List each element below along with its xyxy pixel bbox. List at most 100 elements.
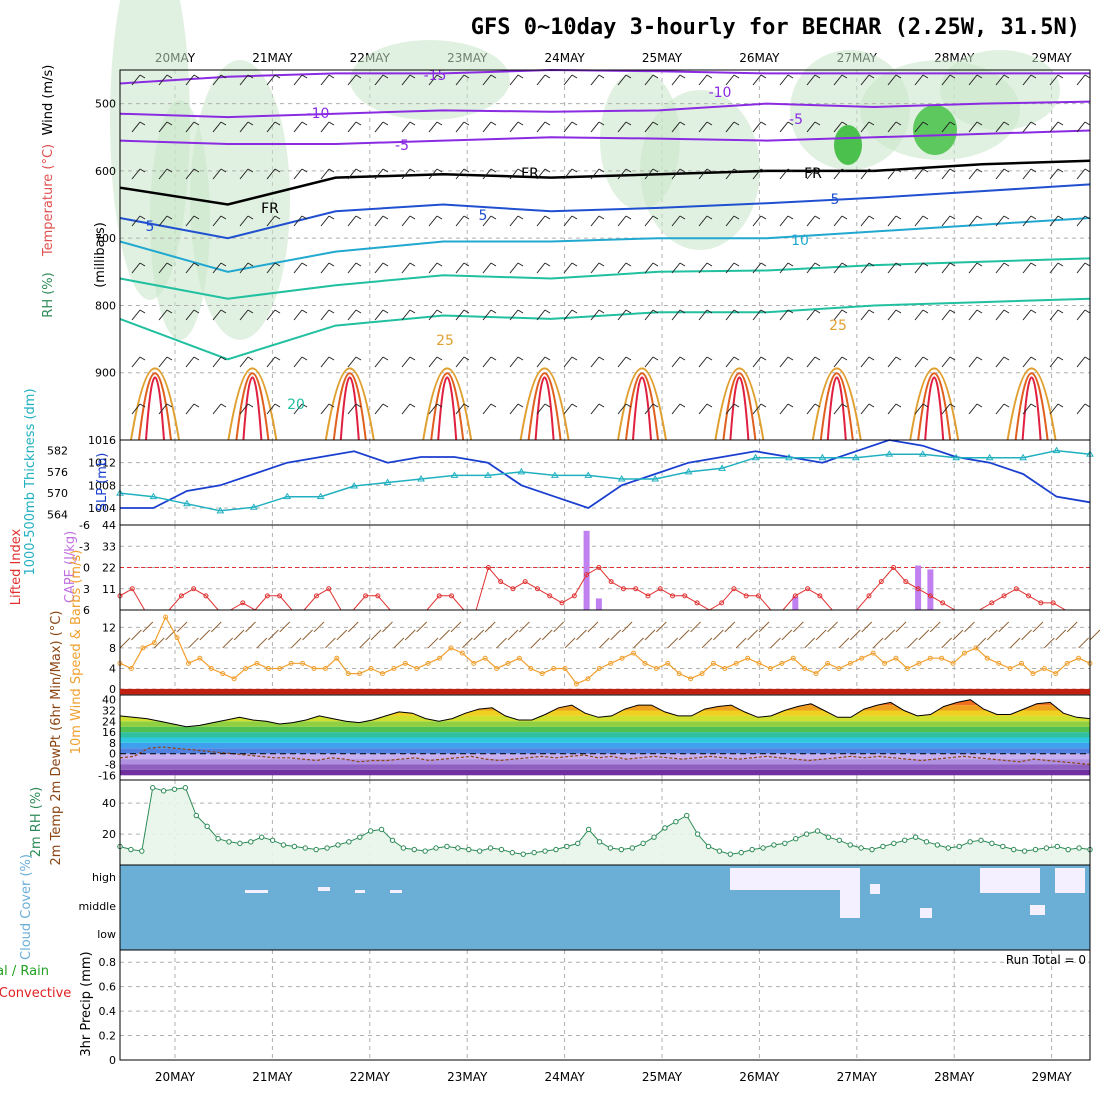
precip-panel: 0 0.2 0.4 0.6 0.8 Run Total = 0	[99, 949, 1091, 1067]
temperature-band	[120, 748, 1090, 754]
li-point	[755, 593, 761, 599]
wind-barb	[671, 74, 681, 86]
wind-barb	[833, 309, 843, 321]
wind-barb	[625, 356, 632, 361]
wind-barb	[598, 168, 605, 173]
thickness-point	[383, 478, 392, 485]
wind-barb	[922, 74, 929, 79]
wind-barb	[482, 215, 492, 227]
surface-isotherm-lobe	[534, 376, 555, 441]
temp-tick-label: -16	[98, 769, 116, 782]
wind-barb	[625, 262, 632, 267]
wind-barb	[239, 356, 249, 368]
wind-barb	[139, 403, 146, 408]
contour-label: -10	[709, 85, 732, 101]
date-tick-label: 21MAY	[252, 1070, 293, 1084]
wind-barb	[193, 356, 200, 361]
wind-barb	[274, 121, 281, 126]
wind-speed-point	[505, 660, 511, 666]
wind-barb	[725, 121, 735, 133]
contour-label: FR	[521, 166, 539, 182]
wind-barb	[401, 356, 411, 368]
cloud-level-label: middle	[78, 900, 116, 913]
wind-barb	[1003, 168, 1010, 173]
temperature-band	[120, 732, 1090, 738]
cloud-ylabel: Cloud Cover (%)	[19, 854, 34, 960]
wind-speed-point	[243, 665, 249, 671]
wind-barb	[833, 121, 843, 133]
wind-barb	[274, 403, 281, 408]
wind-barb	[652, 168, 659, 173]
wind-barb	[274, 262, 281, 267]
wind-barb	[995, 168, 1005, 180]
wind-barb	[158, 74, 168, 86]
wind-barb	[1022, 309, 1032, 321]
wind-barb	[758, 621, 770, 633]
wind-barb	[576, 629, 587, 641]
rh-point	[400, 845, 407, 851]
wind-barb	[359, 637, 371, 649]
rh-point	[302, 845, 308, 851]
wind-barb	[185, 74, 195, 86]
wind-barb	[747, 629, 759, 641]
wind-speed-point	[1053, 671, 1059, 677]
wind-barb	[841, 262, 848, 267]
wind-barb	[679, 215, 686, 220]
wind-barb	[1003, 309, 1010, 314]
wind-speed-point	[813, 671, 819, 677]
wind-barb	[436, 215, 443, 220]
wind-barb	[868, 74, 875, 79]
wind-barb	[895, 262, 902, 267]
rh-point	[749, 846, 755, 853]
cape-bar	[915, 565, 922, 610]
rh-point	[128, 846, 134, 853]
cloud-panel: high middle low	[78, 864, 1091, 951]
wind-speed-point	[551, 665, 557, 671]
rh-point	[956, 843, 962, 850]
li-point	[522, 579, 528, 585]
wind-barb	[328, 121, 335, 126]
slp-thickness-panel: 1004 1008 1012 1016 564 570 576 582	[47, 434, 1094, 526]
wind-barb	[563, 309, 573, 321]
wind-barb	[301, 74, 308, 79]
wind-barb	[328, 356, 335, 361]
li-tick-label: 0	[83, 562, 90, 575]
wind-barb	[490, 356, 497, 361]
wind-barb	[929, 621, 941, 633]
surface-isotherm-lobe	[138, 372, 172, 441]
rh-point	[738, 849, 744, 856]
wind-barb	[806, 403, 816, 415]
wind-barb	[671, 168, 681, 180]
temperature-line	[119, 699, 1091, 728]
cape-li-panel: 44 33 22 11 -6 -3 0 3 6	[79, 519, 1091, 617]
wind-barb	[887, 356, 897, 368]
temperature-legend-label: Temperature (°C)	[41, 144, 56, 257]
wind-barb	[463, 168, 470, 173]
wind-speed-point	[619, 655, 625, 661]
wind-barb	[976, 74, 983, 79]
chart-title: GFS 0~10day 3-hourly for BECHAR (2.25W, …	[471, 15, 1080, 40]
wind-barb	[679, 356, 686, 361]
wind-barb	[193, 121, 200, 126]
wind-speed-point	[836, 665, 842, 671]
wind-speed-point	[573, 681, 579, 687]
wind-barb	[544, 168, 551, 173]
li-point	[596, 565, 602, 570]
wind-barb	[887, 309, 897, 321]
wind-barb	[633, 637, 644, 649]
li-point	[657, 586, 663, 592]
wind-barb	[301, 121, 308, 126]
wind-barb	[752, 74, 762, 86]
wind-barb	[725, 309, 735, 321]
thickness-point	[718, 464, 726, 471]
contour-label: FR	[804, 166, 822, 182]
wind-barb	[706, 215, 713, 220]
wind-barb	[725, 356, 735, 368]
wind-speed-point	[1007, 665, 1013, 671]
temperature-band	[120, 753, 1090, 760]
wind-barb	[212, 356, 222, 368]
wind-barb	[139, 168, 146, 173]
wind-barb	[1030, 215, 1037, 220]
wind-barb	[887, 215, 897, 227]
wind-barb	[247, 121, 254, 126]
